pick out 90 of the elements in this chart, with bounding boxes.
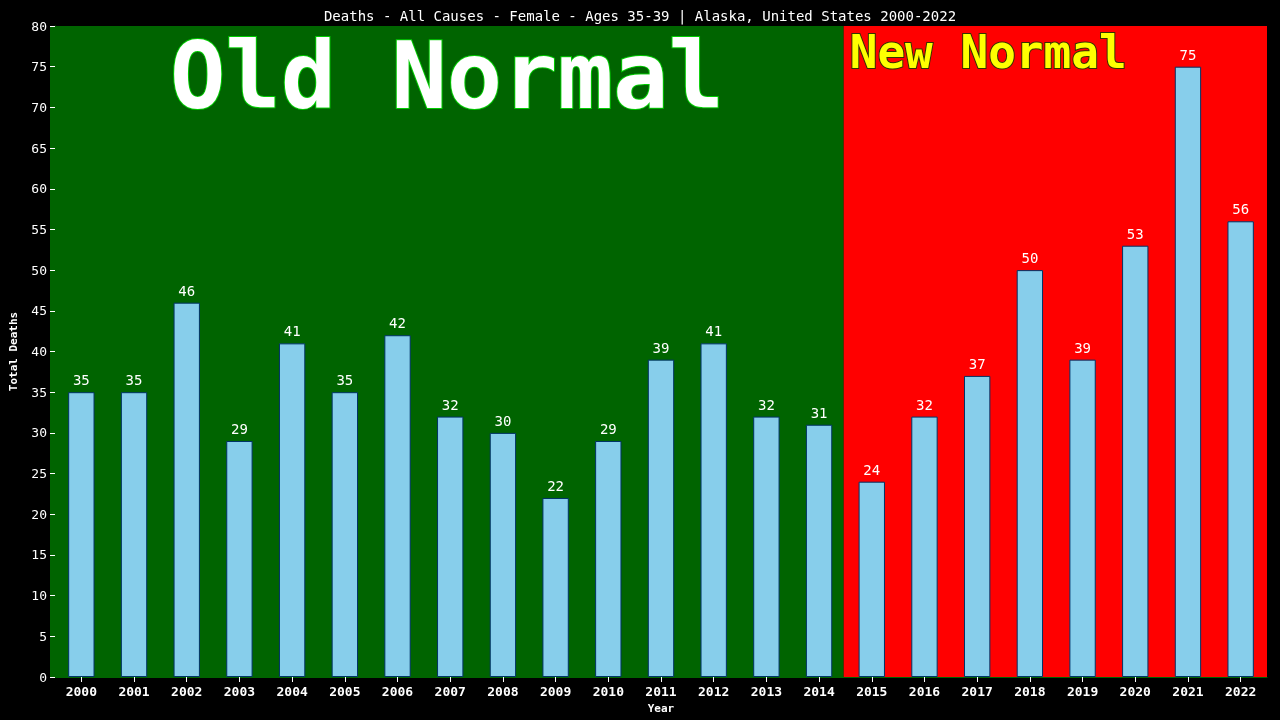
x-tick-label: 2000 (65, 684, 98, 699)
x-tick-label: 2010 (592, 684, 625, 699)
data-label: 50 (1021, 250, 1039, 267)
x-tick-label: 2005 (329, 684, 361, 699)
y-tick-label: 65 (31, 140, 47, 156)
bar (753, 416, 780, 677)
y-tick-label: 15 (31, 547, 47, 563)
x-tick-label: 2018 (1014, 684, 1046, 699)
x-tick-label: 2009 (539, 684, 572, 699)
y-tick-label: 70 (31, 99, 47, 115)
chart-title: Deaths - All Causes - Female - Ages 35-39 | Alaska, United States 2000-2022 (323, 8, 957, 25)
data-label: 42 (389, 315, 406, 332)
data-label: 53 (1126, 225, 1144, 242)
data-label: 35 (72, 372, 90, 389)
bar (1227, 221, 1254, 677)
data-label: 41 (283, 323, 301, 340)
x-tick-label: 2022 (1225, 684, 1257, 699)
bar (542, 497, 569, 677)
bar (805, 424, 833, 677)
y-tick-label: 0 (39, 669, 47, 685)
data-label: 39 (652, 339, 670, 356)
y-tick-label: 75 (31, 59, 47, 75)
data-label: 35 (336, 372, 354, 389)
y-tick-label: 60 (31, 181, 47, 197)
y-tick-label: 50 (31, 262, 47, 278)
bar (437, 416, 464, 677)
data-label: 32 (916, 396, 933, 413)
x-tick-label: 2002 (171, 684, 203, 699)
y-tick-label: 10 (31, 588, 47, 604)
y-tick-label: 45 (31, 303, 47, 319)
x-axis-title: Year (647, 702, 675, 715)
x-tick-label: 2019 (1066, 684, 1099, 699)
bar (331, 392, 358, 677)
x-tick-label: 2007 (434, 684, 466, 699)
x-tick-label: 2001 (118, 684, 150, 699)
bar (1122, 245, 1149, 677)
data-label: 35 (125, 372, 143, 389)
bar (1174, 66, 1202, 677)
x-tick-label: 2006 (381, 684, 414, 699)
x-tick-label: 2012 (698, 684, 730, 699)
data-label: 32 (441, 396, 459, 413)
data-label: 30 (494, 412, 512, 429)
bar (647, 359, 675, 677)
y-tick-label: 80 (31, 18, 47, 34)
data-label: 37 (968, 355, 986, 372)
y-tick-label: 30 (31, 425, 47, 441)
data-label: 46 (178, 282, 196, 299)
data-label: 56 (1232, 201, 1250, 218)
x-tick-label: 2016 (908, 684, 941, 699)
y-tick-label: 25 (31, 466, 47, 482)
y-tick-label: 55 (31, 221, 47, 237)
x-tick-label: 2004 (276, 684, 308, 699)
x-tick-label: 2015 (856, 684, 888, 699)
bar (911, 416, 938, 677)
bar (700, 343, 727, 677)
band-label: New Normal (849, 25, 1127, 79)
bar (120, 392, 148, 677)
bar (1069, 359, 1096, 677)
bar (173, 302, 200, 677)
data-label: 32 (757, 396, 775, 413)
y-tick-label: 20 (31, 506, 47, 522)
y-tick-label: 40 (31, 344, 47, 359)
data-label: 75 (1179, 46, 1197, 63)
x-tick-label: 2003 (223, 684, 256, 699)
bar (858, 481, 885, 677)
data-label: 39 (1074, 339, 1091, 356)
bar (384, 335, 411, 677)
data-label: 29 (231, 421, 248, 438)
y-tick-label: 5 (39, 628, 47, 644)
x-tick-label: 2011 (645, 684, 677, 699)
y-tick-label: 35 (31, 384, 47, 400)
x-tick-label: 2017 (961, 684, 993, 699)
bar (226, 441, 253, 677)
data-label: 41 (705, 323, 723, 340)
bar (278, 343, 306, 677)
data-label: 24 (863, 461, 881, 478)
y-axis-title: Total Deaths (7, 311, 20, 392)
x-tick-label: 2013 (750, 684, 783, 699)
x-tick-label: 2014 (803, 684, 835, 699)
data-label: 31 (810, 404, 828, 421)
bar (1016, 270, 1044, 677)
x-tick-label: 2008 (487, 684, 519, 699)
bar (489, 432, 517, 677)
x-tick-label: 2020 (1119, 684, 1152, 699)
data-label: 29 (599, 421, 617, 438)
bar (68, 392, 95, 677)
bar (964, 375, 991, 677)
data-label: 22 (547, 477, 565, 494)
bar (595, 441, 622, 677)
x-tick-label: 2021 (1172, 684, 1204, 699)
